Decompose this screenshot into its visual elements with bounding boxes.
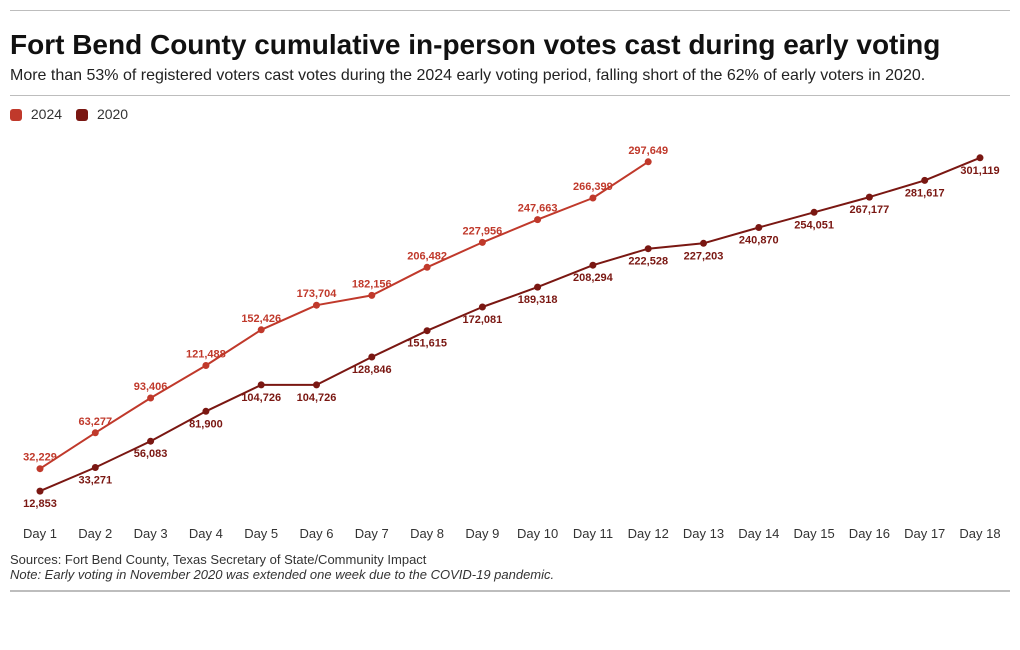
value-label-2020: 81,900 (189, 418, 223, 430)
chart: 32,22963,27793,406121,488152,426173,7041… (10, 126, 1010, 546)
series-point-2024 (534, 216, 541, 223)
page-title: Fort Bend County cumulative in-person vo… (10, 29, 1010, 61)
value-label-2024: 266,399 (573, 181, 613, 193)
sources-text: Sources: Fort Bend County, Texas Secreta… (10, 552, 1010, 567)
series-point-2020 (700, 240, 707, 247)
note-text: Note: Early voting in November 2020 was … (10, 567, 1010, 582)
series-point-2024 (92, 429, 99, 436)
series-point-2020 (202, 408, 209, 415)
series-point-2024 (258, 326, 265, 333)
series-point-2024 (645, 158, 652, 165)
series-point-2024 (589, 195, 596, 202)
page: Fort Bend County cumulative in-person vo… (0, 0, 1020, 650)
divider (10, 95, 1010, 96)
x-tick-label: Day 11 (573, 526, 613, 541)
series-point-2020 (368, 354, 375, 361)
series-point-2020 (37, 488, 44, 495)
value-label-2020: 208,294 (573, 272, 614, 284)
x-tick-label: Day 9 (465, 526, 499, 541)
x-tick-label: Day 10 (517, 526, 558, 541)
series-point-2020 (534, 284, 541, 291)
x-tick-label: Day 15 (794, 526, 835, 541)
legend: 2024 2020 (10, 106, 1010, 122)
value-label-2020: 33,271 (78, 475, 112, 487)
value-label-2020: 227,203 (684, 250, 724, 262)
series-point-2020 (147, 438, 154, 445)
x-tick-label: Day 6 (299, 526, 333, 541)
legend-label-2024: 2024 (31, 106, 62, 122)
chart-svg: 32,22963,27793,406121,488152,426173,7041… (10, 126, 1010, 526)
value-label-2020: 254,051 (794, 219, 834, 231)
value-label-2020: 301,119 (960, 165, 999, 177)
x-tick-label: Day 4 (189, 526, 223, 541)
value-label-2020: 104,726 (297, 392, 337, 404)
series-point-2024 (424, 264, 431, 271)
x-tick-label: Day 17 (904, 526, 945, 541)
x-tick-label: Day 5 (244, 526, 278, 541)
x-tick-label: Day 16 (849, 526, 890, 541)
x-tick-label: Day 12 (628, 526, 669, 541)
value-label-2020: 172,081 (463, 314, 503, 326)
value-label-2020: 281,617 (905, 187, 945, 199)
legend-item-2024: 2024 (10, 106, 62, 122)
series-point-2020 (258, 381, 265, 388)
value-label-2020: 222,528 (628, 256, 668, 268)
value-label-2024: 173,704 (297, 288, 338, 300)
series-line-2024 (40, 162, 648, 469)
series-point-2024 (313, 302, 320, 309)
legend-swatch-2024 (10, 109, 22, 121)
value-label-2020: 12,853 (23, 498, 57, 510)
series-point-2024 (368, 292, 375, 299)
x-tick-label: Day 7 (355, 526, 389, 541)
series-point-2020 (755, 224, 762, 231)
x-tick-label: Day 2 (78, 526, 112, 541)
value-label-2024: 297,649 (628, 145, 668, 157)
page-subtitle: More than 53% of registered voters cast … (10, 67, 1010, 85)
series-point-2020 (424, 327, 431, 334)
value-label-2020: 151,615 (407, 338, 447, 350)
top-rule (10, 10, 1010, 11)
value-label-2020: 189,318 (518, 294, 558, 306)
series-point-2020 (92, 464, 99, 471)
value-label-2020: 267,177 (850, 204, 890, 216)
series-point-2020 (479, 304, 486, 311)
bottom-rule (10, 590, 1010, 592)
legend-item-2020: 2020 (76, 106, 128, 122)
value-label-2020: 128,846 (352, 364, 392, 376)
series-point-2020 (866, 194, 873, 201)
x-tick-label: Day 3 (134, 526, 168, 541)
x-tick-label: Day 13 (683, 526, 724, 541)
series-point-2020 (645, 245, 652, 252)
value-label-2024: 247,663 (518, 203, 558, 215)
x-tick-label: Day 1 (23, 526, 57, 541)
value-label-2020: 56,083 (134, 448, 168, 460)
x-tick-label: Day 14 (738, 526, 779, 541)
value-label-2020: 240,870 (739, 235, 779, 247)
series-point-2020 (977, 154, 984, 161)
x-tick-label: Day 8 (410, 526, 444, 541)
series-point-2024 (147, 395, 154, 402)
series-point-2020 (589, 262, 596, 269)
series-point-2024 (37, 465, 44, 472)
value-label-2024: 121,488 (186, 349, 226, 361)
value-label-2020: 104,726 (241, 392, 281, 404)
series-point-2024 (202, 362, 209, 369)
series-point-2020 (811, 209, 818, 216)
x-axis-labels: Day 1 Day 2 Day 3 Day 4 Day 5 Day 6 Day 7 Day 8… (10, 526, 1010, 546)
x-tick-label: Day 18 (959, 526, 1000, 541)
legend-label-2020: 2020 (97, 106, 128, 122)
series-point-2020 (313, 381, 320, 388)
series-line-2020 (40, 158, 980, 491)
series-point-2020 (921, 177, 928, 184)
series-point-2024 (479, 239, 486, 246)
legend-swatch-2020 (76, 109, 88, 121)
